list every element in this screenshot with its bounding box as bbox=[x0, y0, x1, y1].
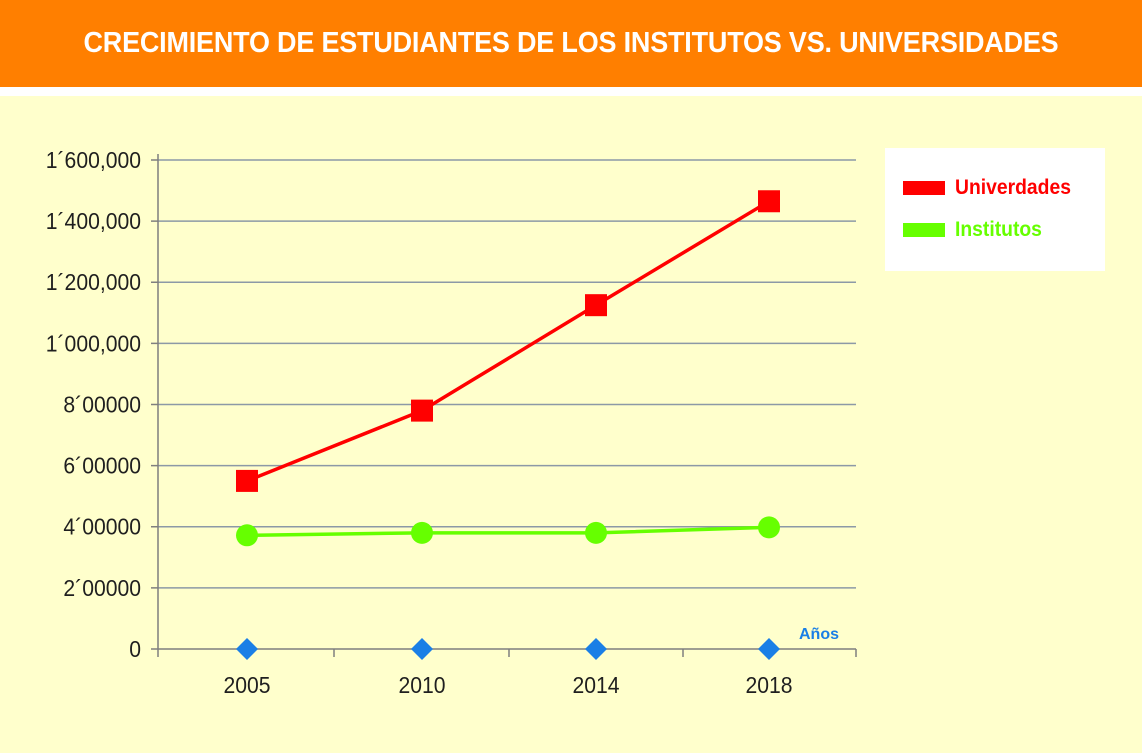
legend-item-institutos: Institutos bbox=[903, 215, 1050, 245]
x-tick-label: 2005 bbox=[223, 672, 270, 698]
data-point-square bbox=[585, 294, 607, 317]
legend: Univerdades Institutos bbox=[885, 148, 1105, 271]
legend-swatch-institutos bbox=[903, 223, 945, 237]
series-line-0 bbox=[246, 199, 770, 483]
legend-swatch-universidades bbox=[903, 181, 945, 195]
data-point-circle bbox=[236, 524, 258, 547]
legend-label-institutos: Institutos bbox=[955, 218, 1042, 241]
series-line-1 bbox=[246, 525, 770, 538]
chart-title: CRECIMIENTO DE ESTUDIANTES DE LOS INSTIT… bbox=[83, 27, 1059, 59]
y-tick-label: 2´00000 bbox=[63, 575, 141, 601]
title-banner bbox=[0, 0, 1142, 87]
data-point-diamond bbox=[758, 638, 780, 660]
data-point-diamond bbox=[236, 638, 258, 660]
y-tick-label: 1´400,000 bbox=[46, 208, 141, 234]
y-tick-label: 1´000,000 bbox=[46, 331, 141, 357]
data-point-circle bbox=[585, 521, 607, 544]
legend-item-universidades: Univerdades bbox=[903, 173, 1081, 203]
data-point-square bbox=[236, 469, 258, 492]
x-axis-title: Años bbox=[799, 626, 839, 643]
y-tick-label: 4´00000 bbox=[63, 514, 141, 540]
data-point-diamond bbox=[585, 638, 607, 660]
y-tick-label: 1´600,000 bbox=[46, 147, 141, 173]
y-tick-label: 0 bbox=[129, 636, 141, 662]
data-point-square bbox=[411, 399, 433, 422]
y-tick-label: 8´00000 bbox=[63, 392, 141, 418]
data-point-diamond bbox=[411, 638, 433, 660]
y-tick-label: 1´200,000 bbox=[46, 269, 141, 295]
data-point-square bbox=[758, 190, 780, 213]
x-tick-label: 2018 bbox=[745, 672, 792, 698]
y-tick-label: 6´00000 bbox=[63, 453, 141, 479]
legend-label-universidades: Univerdades bbox=[955, 176, 1071, 199]
x-tick-label: 2014 bbox=[572, 672, 619, 698]
data-point-circle bbox=[411, 521, 433, 544]
data-point-circle bbox=[758, 516, 780, 539]
x-tick-label: 2010 bbox=[398, 672, 445, 698]
